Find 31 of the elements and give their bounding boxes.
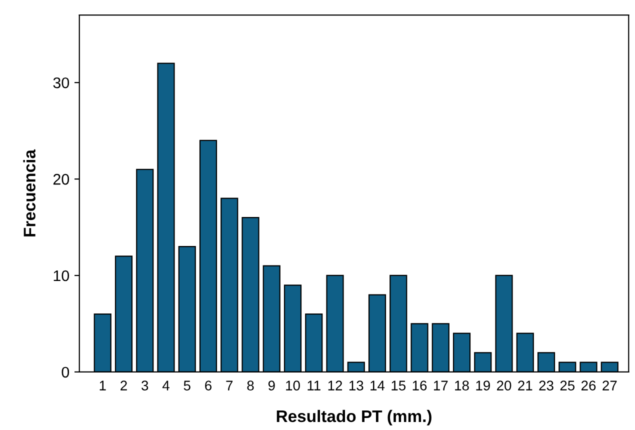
y-tick-label: 20	[53, 174, 70, 185]
x-tick-label: 9	[268, 380, 275, 390]
x-tick-label: 13	[349, 380, 364, 390]
x-tick-label: 20	[496, 380, 512, 390]
x-tick-label: 17	[434, 380, 448, 390]
x-tick-label: 25	[560, 380, 575, 390]
x-tick-label: 23	[539, 380, 554, 390]
x-tick-label: 14	[370, 380, 385, 390]
x-tick-label: 3	[142, 380, 148, 390]
y-tick-label: 10	[54, 270, 70, 282]
x-tick-label: 5	[184, 380, 190, 390]
x-tick-label: 12	[328, 380, 342, 390]
y-tick-label: 0	[62, 366, 70, 378]
y-tick-label: 30	[53, 77, 70, 88]
x-tick-label: 18	[455, 380, 469, 390]
x-tick-label: 8	[247, 380, 254, 390]
y-axis-title: Frecuencia	[23, 149, 36, 236]
x-tick-label: 6	[205, 380, 212, 390]
x-tick-label: 27	[602, 380, 617, 390]
x-tick-label: 26	[581, 380, 596, 390]
x-tick-label: 11	[308, 380, 320, 390]
x-tick-label: 4	[162, 380, 170, 390]
x-tick-label: 1	[100, 380, 106, 390]
x-tick-label: 21	[518, 380, 532, 390]
x-tick-label: 19	[476, 380, 490, 390]
x-tick-label: 7	[226, 380, 233, 390]
x-axis-title: Resultado PT (mm.)	[276, 410, 432, 426]
x-tick-label: 10	[286, 380, 300, 390]
x-tick-label: 16	[412, 380, 427, 390]
x-tick-label: 15	[392, 380, 406, 390]
x-tick-label: 2	[120, 380, 127, 390]
